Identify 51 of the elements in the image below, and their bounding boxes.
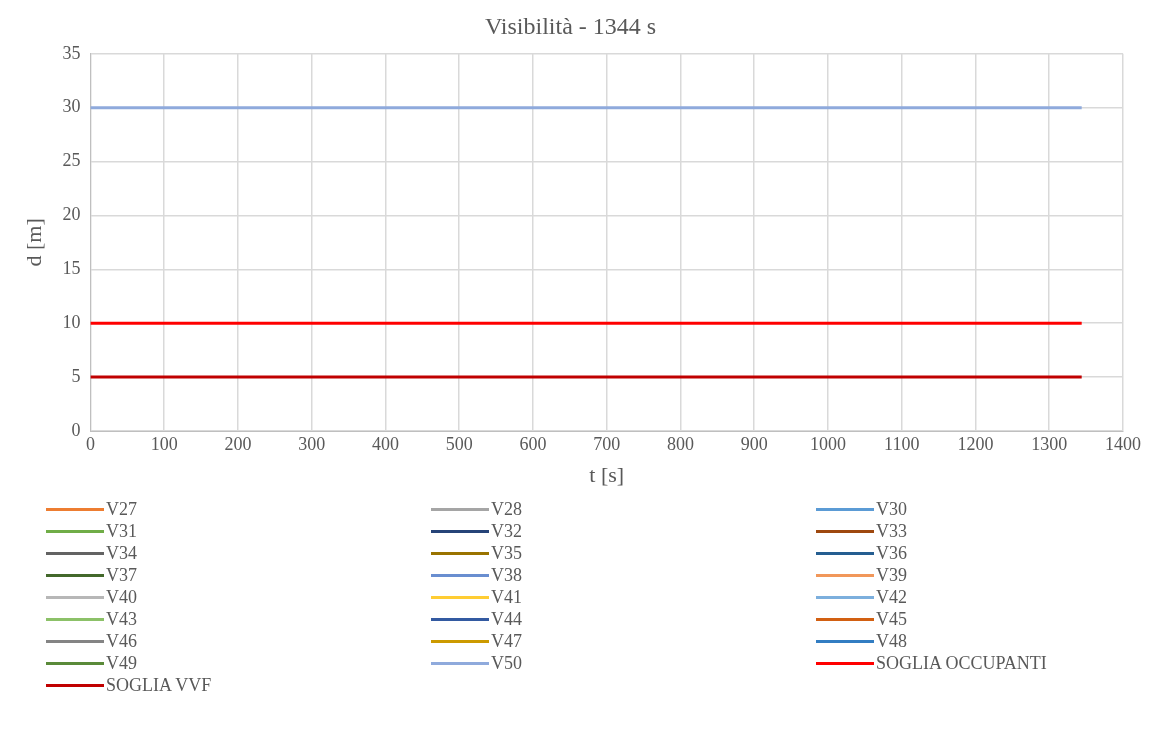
legend-label: V48 <box>876 630 907 652</box>
legend-label: V27 <box>106 498 137 520</box>
x-tick-label: 700 <box>593 433 621 454</box>
legend-label: V42 <box>876 586 907 608</box>
y-tick-label: 20 <box>62 204 81 225</box>
legend-label: V30 <box>876 498 907 520</box>
legend-label: V47 <box>491 630 522 652</box>
legend-label: V28 <box>491 498 522 520</box>
x-tick-label: 300 <box>298 433 326 454</box>
x-tick-label: 0 <box>85 433 95 454</box>
y-tick-label: 25 <box>62 150 81 171</box>
y-tick-label: 35 <box>62 42 81 63</box>
legend-label: SOGLIA OCCUPANTI <box>876 652 1047 674</box>
x-tick-label: 1000 <box>809 433 846 454</box>
legend-label: V31 <box>106 520 137 542</box>
legend-label: V35 <box>491 542 522 564</box>
x-tick-label: 1200 <box>957 433 994 454</box>
y-tick-label: 10 <box>62 311 81 332</box>
legend-label: V44 <box>491 608 522 630</box>
y-tick-label: 15 <box>62 258 81 279</box>
legend-label: V39 <box>876 564 907 586</box>
chart-title: Visibilità - 1344 s <box>484 12 657 39</box>
y-tick-label: 0 <box>71 419 81 440</box>
legend-label: V36 <box>876 542 907 564</box>
legend-label: V43 <box>106 608 137 630</box>
x-tick-label: 1300 <box>1031 433 1068 454</box>
x-tick-label: 100 <box>150 433 178 454</box>
x-tick-label: 1100 <box>884 433 920 454</box>
x-tick-label: 1400 <box>1105 433 1141 454</box>
x-tick-label: 900 <box>740 433 768 454</box>
x-tick-label: 600 <box>519 433 547 454</box>
legend-label: V41 <box>491 586 522 608</box>
y-axis-title: d [m] <box>20 218 46 267</box>
x-tick-label: 800 <box>666 433 694 454</box>
x-tick-label: 400 <box>371 433 399 454</box>
legend-label: V33 <box>876 520 907 542</box>
legend-label: V38 <box>491 564 522 586</box>
legend-label: V40 <box>106 586 137 608</box>
x-tick-label: 500 <box>445 433 473 454</box>
legend-label: V32 <box>491 520 522 542</box>
legend-label: SOGLIA VVF <box>106 674 212 696</box>
legend-label: V50 <box>491 652 522 674</box>
legend-label: V34 <box>106 542 137 564</box>
legend-label: V37 <box>106 564 137 586</box>
legend-label: V46 <box>106 630 137 652</box>
y-tick-label: 30 <box>62 96 81 117</box>
legend-label: V49 <box>106 652 137 674</box>
x-tick-label: 200 <box>224 433 252 454</box>
y-tick-label: 5 <box>71 365 81 386</box>
x-axis-title: t [s] <box>589 461 625 487</box>
legend-label: V45 <box>876 608 907 630</box>
